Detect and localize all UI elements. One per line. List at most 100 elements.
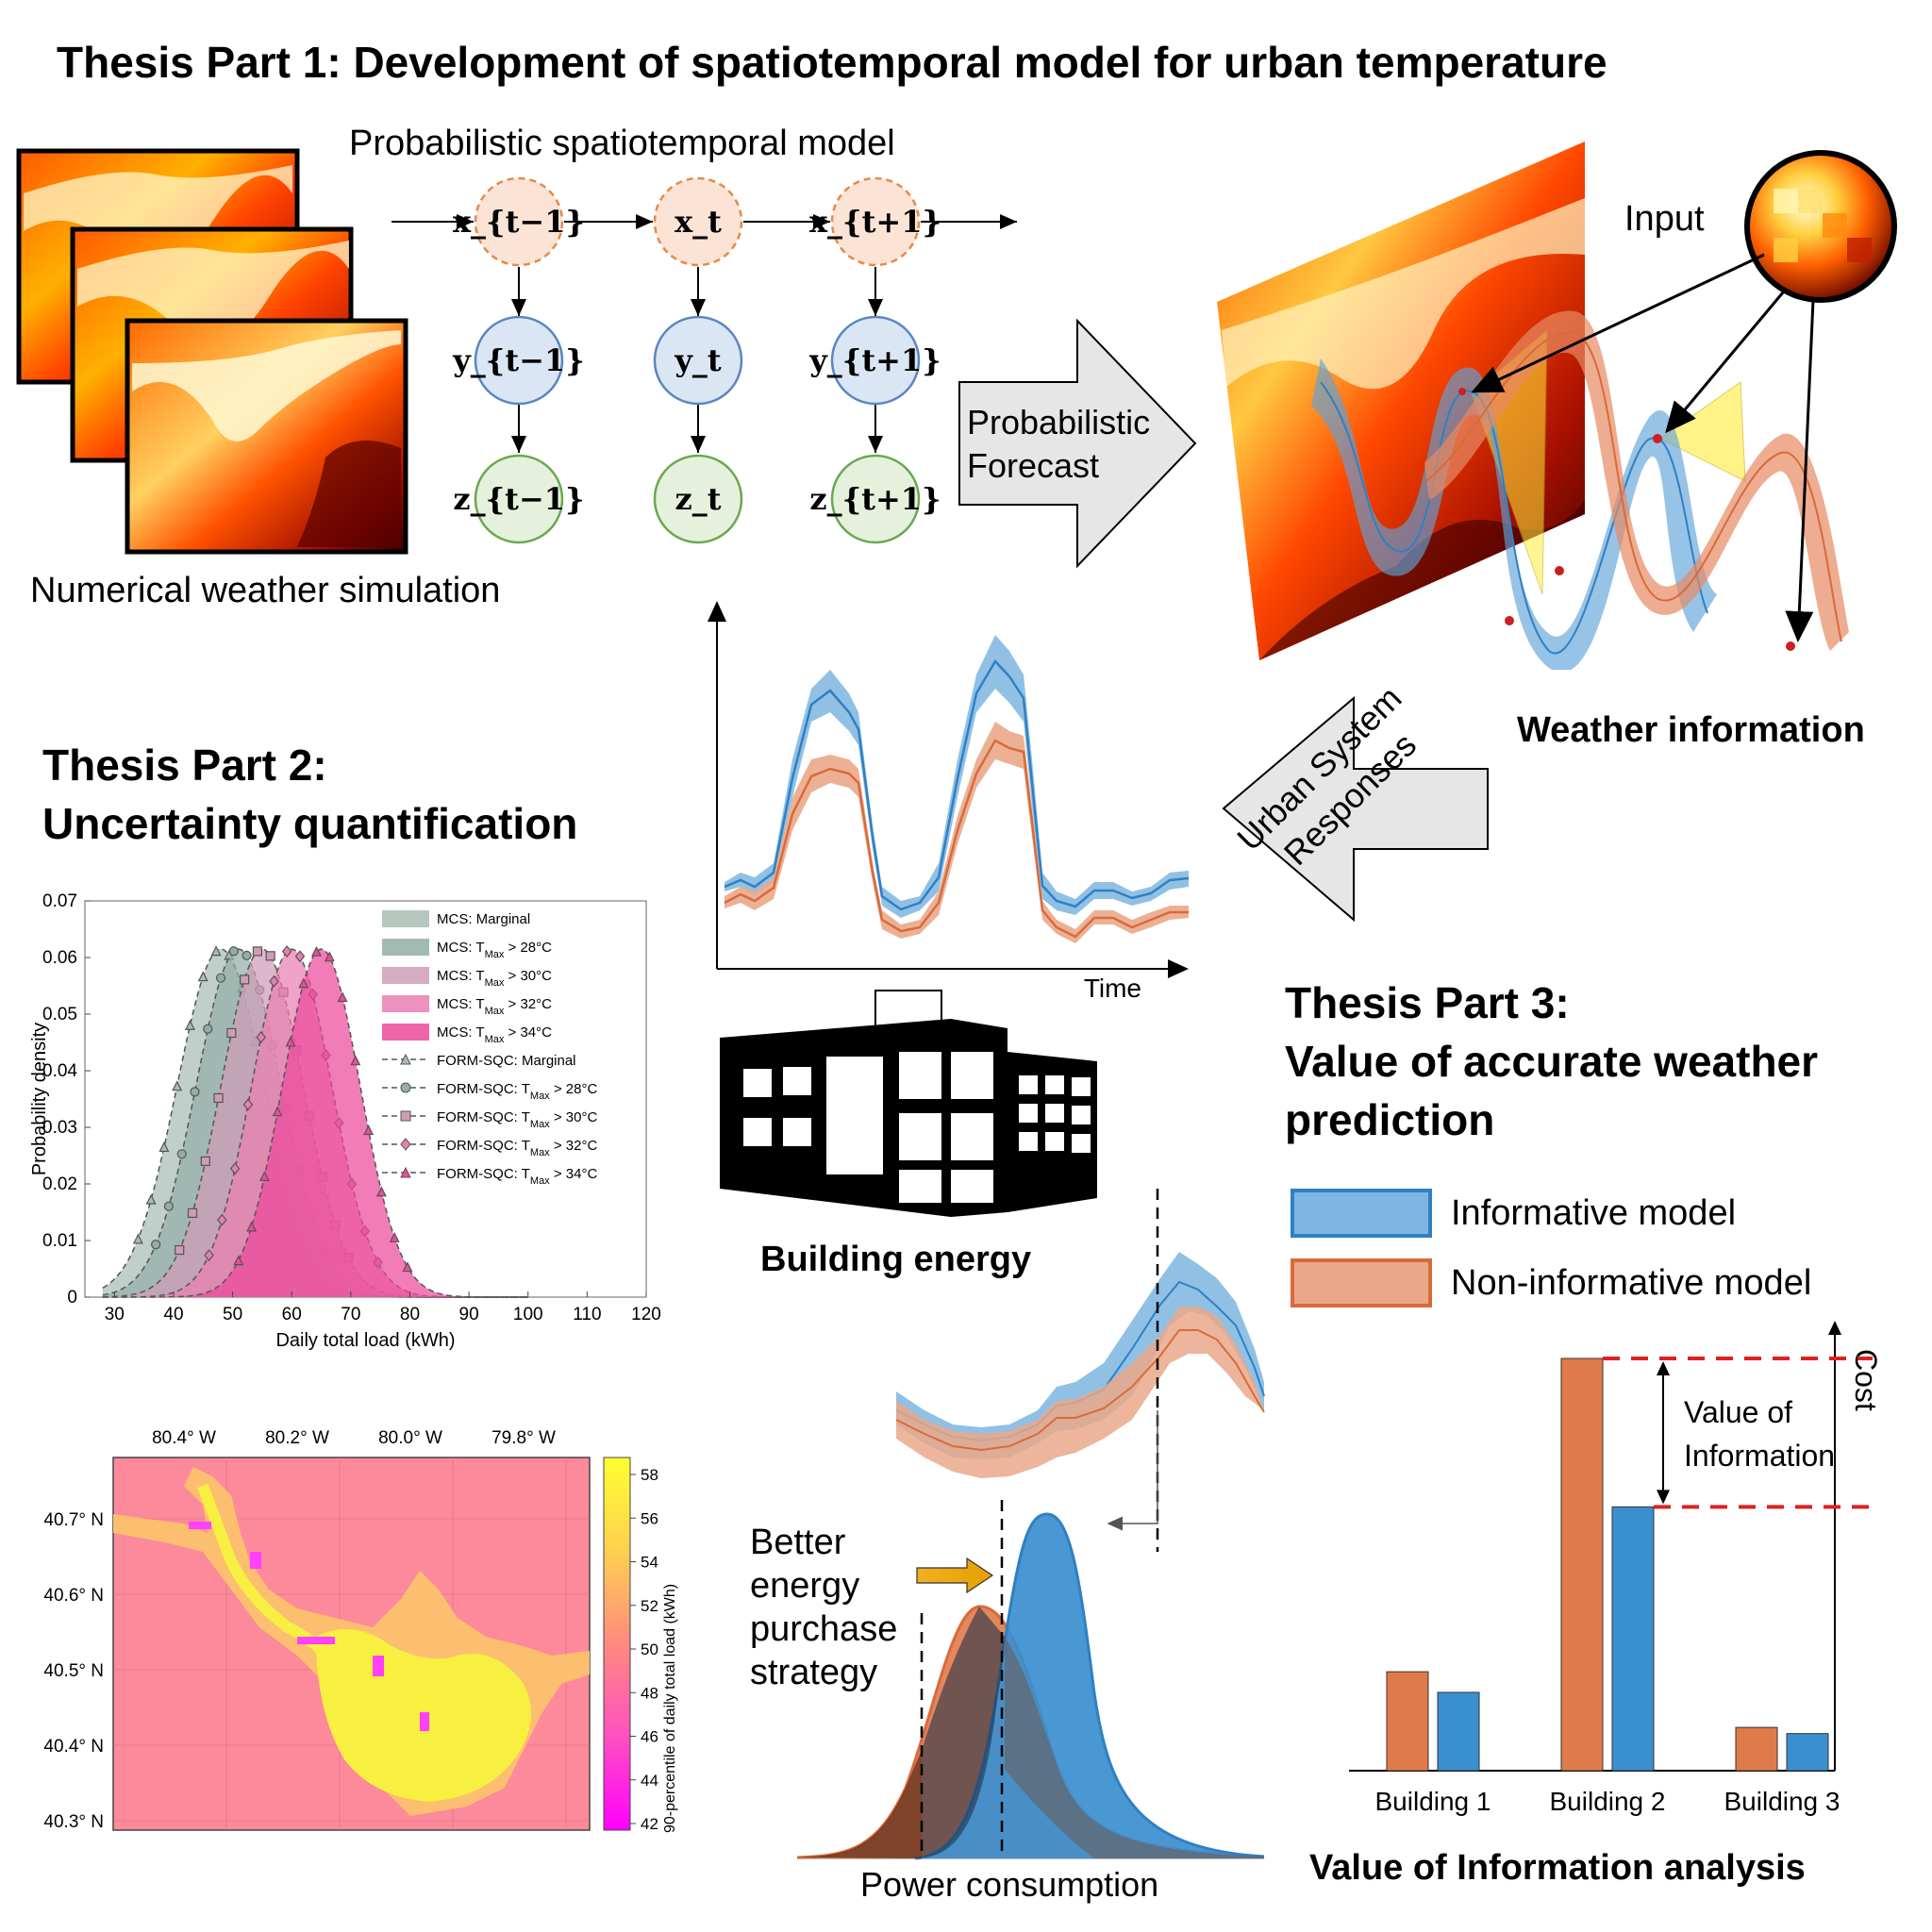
pdf-series-area	[102, 949, 528, 1297]
voi-yaxis-arrow	[1828, 1321, 1841, 1335]
cbar-tick-label: 46	[641, 1728, 658, 1746]
pdf-marker	[176, 1149, 187, 1159]
voi-arrow-bottom	[1657, 1490, 1670, 1505]
legend-noninformative-label: Non-informative model	[1451, 1263, 1812, 1303]
pdf-legend-swatch	[382, 910, 429, 927]
pdf-legend-swatch	[382, 967, 429, 984]
nws-maps	[16, 148, 408, 555]
pdf-marker	[389, 1231, 400, 1242]
pdf-xtick-label: 90	[459, 1305, 479, 1324]
cbar-tick-label: 54	[641, 1554, 658, 1572]
node-z-prev-label: z_{t−1}	[453, 481, 584, 517]
forecast-arrow-text: Probabilistic Forecast	[967, 403, 1151, 485]
pdf-marker	[337, 991, 348, 1003]
pdf-legend-label: FORM-SQC: TMax > 28°C	[437, 1081, 597, 1102]
pdf-marker	[226, 1027, 237, 1039]
legend-noninformative-swatch	[1291, 1258, 1432, 1307]
voi-bar	[1437, 1691, 1480, 1772]
node-y-next-label: y_{t+1}	[808, 342, 941, 378]
weather-info-label: Weather information	[1517, 710, 1865, 750]
map-lat-tick: 40.6° N	[43, 1586, 104, 1606]
pdf-legend-marker	[400, 1110, 411, 1122]
pdf-marker	[375, 1186, 387, 1197]
pdf-marker	[269, 974, 279, 988]
pdf-marker	[185, 1019, 195, 1030]
legend-noninformative: Non-informative model	[1291, 1258, 1811, 1307]
pdf-marker	[163, 1201, 175, 1211]
pdf-marker	[158, 1141, 170, 1153]
pdf-xtick-label: 60	[282, 1305, 302, 1324]
colorbar-label: 90-percentile of daily total load (kWh)	[662, 1584, 678, 1833]
building-energy-label: Building energy	[760, 1240, 1032, 1279]
model-legend: Informative model Non-informative model	[1291, 1189, 1811, 1307]
time-blue-band	[724, 635, 1189, 918]
pdf-chart: 30 40 50 60 70 80 90 100 110 120 0 0.01 0.02 0.03 0.04…	[29, 891, 661, 1351]
node-x-prev-label: x_{t−1}	[453, 204, 585, 240]
cbar-tick-label: 52	[641, 1597, 658, 1615]
pdf-legend-swatch	[382, 1024, 429, 1041]
time-xlabel: Time	[1084, 974, 1141, 1003]
node-x-next-label: x_{t+1}	[809, 204, 941, 240]
map-lat-tick: 40.4° N	[43, 1737, 104, 1757]
pdf-series-area	[102, 949, 528, 1297]
pdf-marker	[252, 946, 262, 957]
strategy-arrow	[916, 1557, 994, 1594]
pdf-marker	[285, 1036, 296, 1047]
node-z-curr	[653, 454, 743, 544]
input-circle	[1744, 150, 1897, 303]
pdf-marker	[265, 951, 275, 961]
pdf-marker	[213, 1092, 224, 1104]
better-strategy-label: Better energy purchase strategy	[750, 1523, 898, 1692]
node-y-prev-label: y_{t−1}	[452, 342, 585, 378]
pdf-marker	[272, 1106, 283, 1117]
pdf-ytick-label: 0.05	[42, 1005, 77, 1024]
legend-informative-label: Informative model	[1451, 1193, 1737, 1233]
pdf-marker	[172, 1080, 183, 1091]
pdf-xlabel: Daily total load (kWh)	[275, 1330, 455, 1351]
part3-title-line1: Thesis Part 3:	[1285, 978, 1570, 1027]
pdf-marker	[217, 1213, 227, 1226]
peak-and-distribution	[796, 1189, 1265, 1860]
pdf-marker	[228, 946, 239, 957]
pdf-xtick-label: 80	[400, 1305, 420, 1324]
pdf-ytick-label: 0.03	[42, 1118, 77, 1138]
pdf-xtick-label: 120	[631, 1305, 661, 1324]
node-z-next	[830, 454, 921, 544]
map-lat-tick: 40.7° N	[43, 1510, 104, 1530]
pdf-marker	[363, 1124, 375, 1136]
node-y-next	[830, 315, 921, 406]
map-lon-tick: 79.8° W	[491, 1428, 556, 1448]
part1-title: Thesis Part 1: Development of spatiotemp…	[57, 38, 1607, 87]
weather-composite	[1217, 142, 1897, 670]
cbar-tick-label: 42	[641, 1815, 658, 1833]
pdf-marker	[200, 1156, 210, 1167]
model-label: Probabilistic spatiotemporal model	[349, 124, 895, 163]
pdf-legend-marker	[400, 1138, 411, 1151]
pdf-marker	[175, 1244, 185, 1256]
node-y-prev	[474, 315, 564, 406]
part2-title-line2: Uncertainty quantification	[42, 799, 578, 848]
pdf-marker	[402, 1261, 413, 1273]
map-lon-tick: 80.0° W	[378, 1428, 442, 1448]
node-z-prev	[474, 454, 564, 544]
pdf-ytick-label: 0.04	[42, 1061, 77, 1081]
pdf-marker	[204, 1249, 214, 1262]
voi-bar	[1735, 1726, 1778, 1772]
pdf-xtick-label: 50	[223, 1305, 242, 1324]
voi-category-label: Building 1	[1375, 1787, 1491, 1816]
orange-forecast-band	[1424, 310, 1849, 651]
voi-bar	[1611, 1506, 1655, 1772]
pdf-legend-label: MCS: TMax > 32°C	[437, 996, 552, 1017]
part2-title-line1: Thesis Part 2:	[42, 741, 327, 790]
load-map: 80.4° W 80.2° W 80.0° W 79.8° W 40.7° N 40.6…	[43, 1428, 678, 1833]
pdf-ytick-label: 0.06	[42, 948, 77, 968]
pdf-marker	[190, 1087, 200, 1097]
pdf-marker	[256, 1031, 266, 1043]
node-x-next	[830, 176, 921, 267]
pdf-legend-label: FORM-SQC: TMax > 34°C	[437, 1166, 597, 1187]
pdf-ylabel: Probability density	[29, 1023, 50, 1175]
pdf-ytick-label: 0.07	[42, 891, 77, 911]
building-icon	[720, 990, 1097, 1217]
peak-blue-band	[896, 1252, 1264, 1459]
legend-informative: Informative model	[1291, 1189, 1811, 1238]
